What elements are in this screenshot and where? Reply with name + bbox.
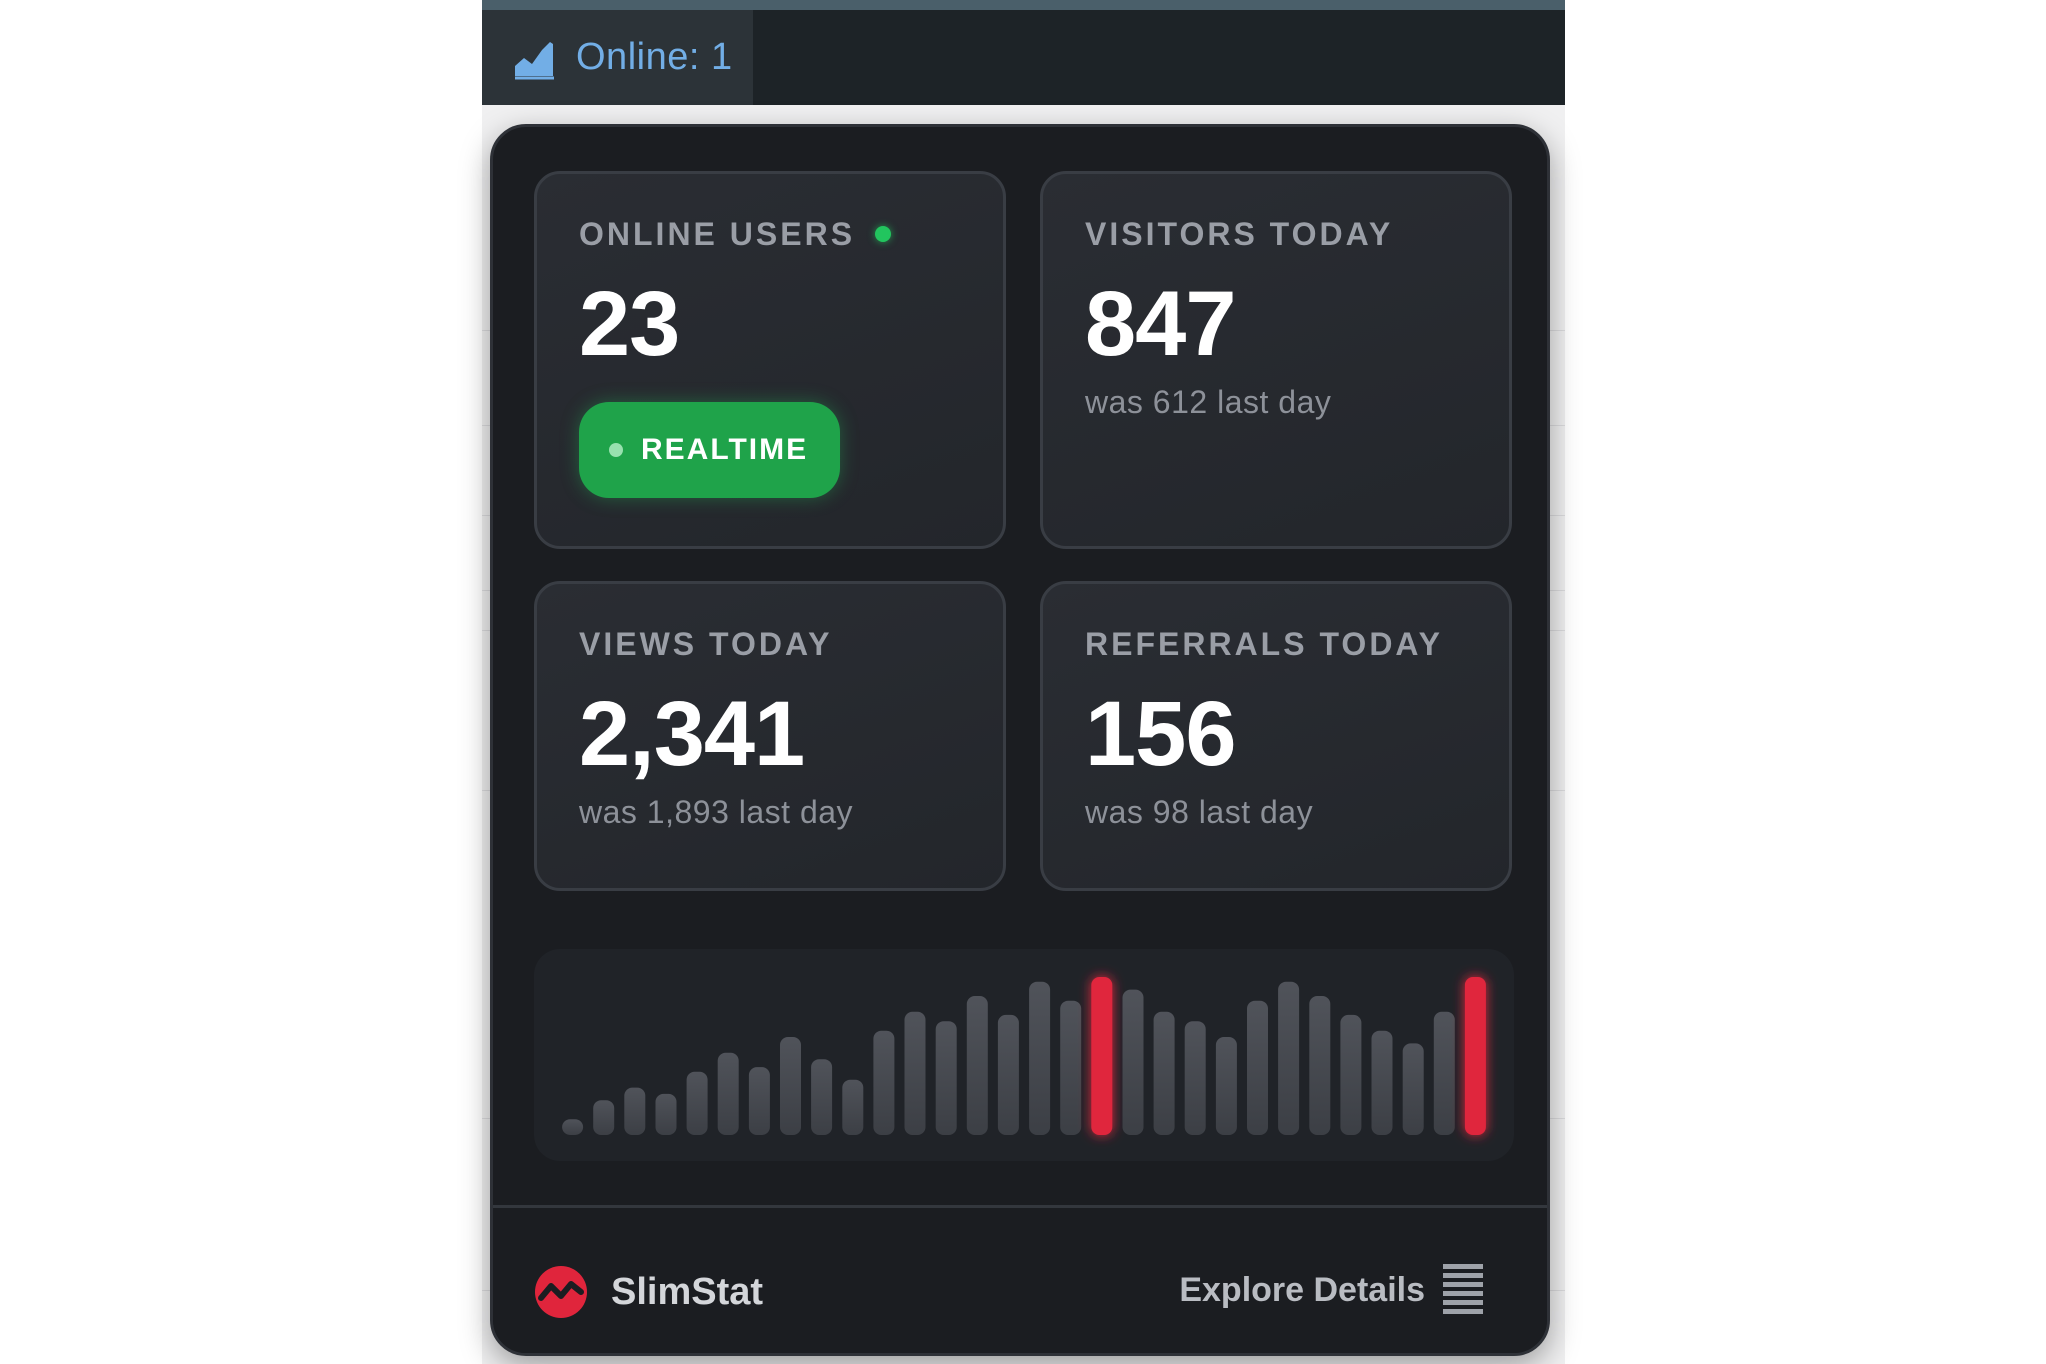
chart-bar bbox=[780, 1037, 801, 1135]
chart-bar bbox=[686, 1071, 708, 1135]
chart-bar bbox=[562, 1119, 584, 1135]
chart-bar bbox=[1402, 1043, 1424, 1135]
online-users-card: ONLINE USERS 23 REALTIME bbox=[534, 171, 1006, 549]
visitors-today-card: VISITORS TODAY 847 was 612 last day bbox=[1040, 171, 1512, 549]
chart-bar bbox=[1122, 989, 1144, 1135]
views-today-value: 2,341 bbox=[579, 683, 805, 785]
chart-bar bbox=[1433, 1011, 1455, 1135]
visitors-today-comparison: was 612 last day bbox=[1085, 384, 1332, 420]
chart-bar bbox=[997, 1014, 1019, 1135]
chart-bar bbox=[655, 1093, 677, 1135]
slimstat-dropdown-panel: ONLINE USERS 23 REALTIME VISITORS TODAY … bbox=[490, 124, 1550, 1356]
online-users-value: 23 bbox=[579, 273, 680, 375]
views-today-label: VIEWS TODAY bbox=[579, 625, 833, 662]
chart-bar bbox=[966, 996, 988, 1135]
chart-bar bbox=[873, 1030, 895, 1135]
referrals-today-card: REFERRALS TODAY 156 was 98 last day bbox=[1040, 581, 1512, 891]
views-today-comparison: was 1,893 last day bbox=[579, 794, 854, 830]
chart-bar bbox=[1247, 1000, 1268, 1135]
activity-chart bbox=[534, 949, 1514, 1161]
slimstat-logo-icon bbox=[535, 1266, 587, 1318]
referrals-today-value: 156 bbox=[1085, 683, 1237, 785]
explore-details-label: Explore Details bbox=[1179, 1270, 1425, 1309]
chart-bar bbox=[1215, 1037, 1237, 1135]
realtime-label: REALTIME bbox=[641, 433, 809, 466]
realtime-dot-icon bbox=[609, 443, 623, 457]
chart-bar bbox=[1184, 1021, 1206, 1135]
visitors-today-label: VISITORS TODAY bbox=[1085, 215, 1394, 252]
live-status-dot bbox=[875, 226, 892, 242]
chart-bar bbox=[1029, 981, 1051, 1135]
bars-icon bbox=[1443, 1264, 1483, 1314]
chart-bar bbox=[904, 1011, 926, 1135]
chart-bar bbox=[717, 1052, 739, 1135]
online-users-label: ONLINE USERS bbox=[579, 215, 856, 252]
chart-bar bbox=[593, 1100, 615, 1135]
realtime-button[interactable]: REALTIME bbox=[579, 402, 841, 498]
chart-bar bbox=[748, 1067, 770, 1135]
admin-bar: Online: 1 bbox=[482, 0, 1565, 105]
chart-bar bbox=[935, 1021, 957, 1135]
chart-area-icon bbox=[515, 41, 554, 79]
views-today-card: VIEWS TODAY 2,341 was 1,893 last day bbox=[534, 581, 1006, 891]
chart-bar bbox=[842, 1079, 864, 1135]
brand: SlimStat bbox=[533, 1264, 763, 1320]
activity-bar-chart bbox=[562, 977, 1486, 1135]
online-count-label: Online: 1 bbox=[576, 36, 733, 78]
chart-bar bbox=[1278, 981, 1300, 1135]
chart-bar bbox=[1309, 996, 1331, 1135]
chart-bar-highlight bbox=[1464, 977, 1486, 1135]
chart-bar bbox=[1060, 1000, 1082, 1135]
chart-bar bbox=[1340, 1014, 1362, 1135]
brand-name: SlimStat bbox=[611, 1270, 764, 1313]
referrals-today-comparison: was 98 last day bbox=[1085, 794, 1314, 830]
admin-bar-online-item[interactable]: Online: 1 bbox=[482, 10, 753, 105]
chart-bar bbox=[811, 1059, 833, 1135]
panel-footer: SlimStat Explore Details bbox=[493, 1205, 1547, 1353]
explore-details-link[interactable]: Explore Details bbox=[1179, 1264, 1483, 1316]
chart-bar bbox=[624, 1087, 646, 1135]
chart-bar-highlight bbox=[1091, 977, 1113, 1135]
chart-bar bbox=[1371, 1030, 1393, 1135]
chart-bar bbox=[1153, 1011, 1175, 1135]
visitors-today-value: 847 bbox=[1085, 273, 1237, 375]
referrals-today-label: REFERRALS TODAY bbox=[1085, 625, 1443, 662]
